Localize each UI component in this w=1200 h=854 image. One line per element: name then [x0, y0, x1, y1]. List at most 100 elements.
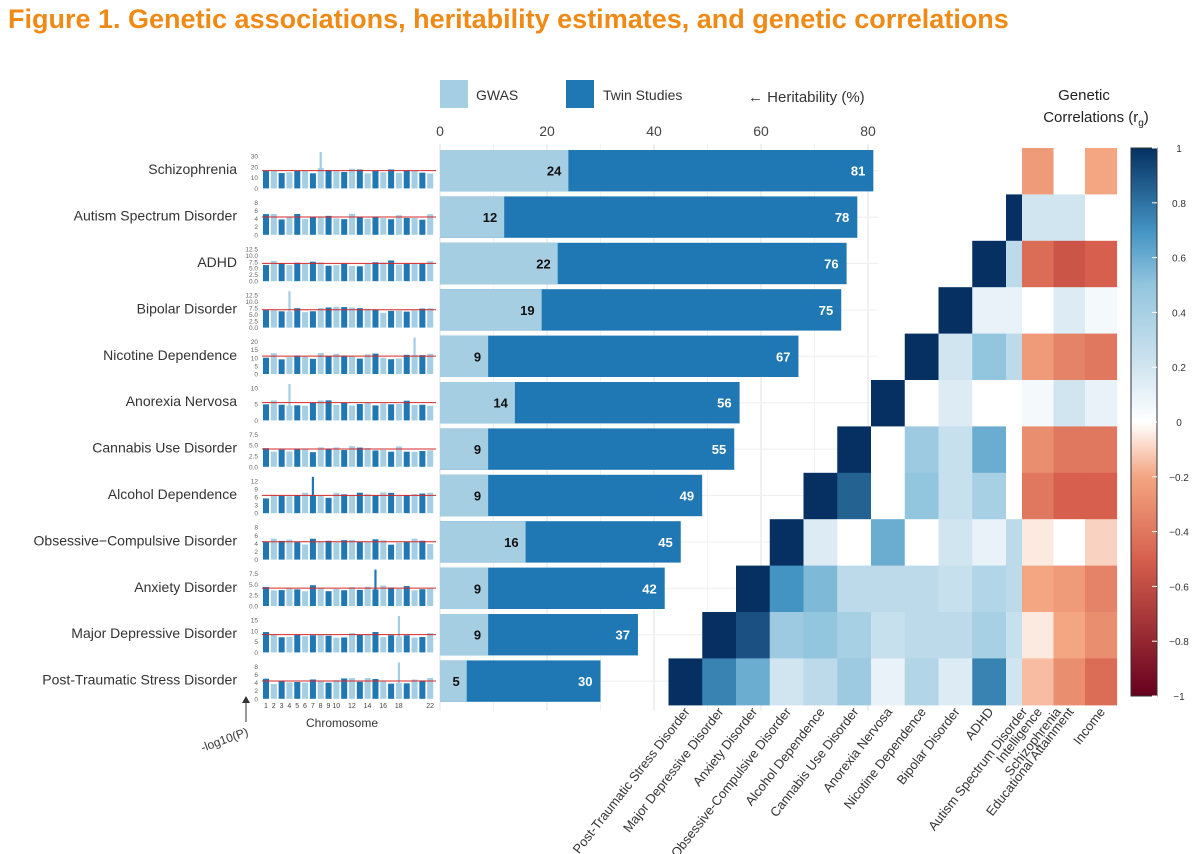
- heatmap-cell: [803, 472, 838, 520]
- manhattan-chromosome-block: [263, 265, 270, 282]
- trait-cell: [1085, 380, 1118, 427]
- manhattan-chromosome-block: [317, 262, 324, 282]
- manhattan-plots: 30201008642012.510.07.55.02.50.012.510.0…: [199, 152, 436, 755]
- manhattan-chromosome-block: [309, 261, 316, 282]
- row-label: Bipolar Disorder: [137, 300, 238, 316]
- manhattan-chromosome-block: [263, 404, 270, 421]
- bar-gwas: [440, 335, 489, 377]
- bar-label-gwas: 5: [453, 674, 460, 689]
- manhattan-chromosome-block: [380, 357, 387, 374]
- manhattan-y-tick: 5.0: [249, 266, 258, 273]
- manhattan-chromosome-block: [270, 684, 277, 699]
- manhattan-chromosome-block: [356, 358, 363, 374]
- bar-label-gwas: 22: [536, 257, 550, 272]
- manhattan-chromosome-block: [309, 679, 316, 699]
- manhattan-chromosome-block: [325, 540, 332, 560]
- manhattan-chromosome-block: [356, 681, 363, 699]
- chromosome-tick-label: 22: [426, 703, 434, 710]
- manhattan-chromosome-block: [278, 311, 285, 328]
- bar-label-twin: 81: [851, 164, 865, 179]
- manhattan-chromosome-block: [364, 308, 371, 328]
- manhattan-chromosome-block: [309, 635, 316, 653]
- manhattan-chromosome-block: [403, 541, 410, 560]
- row-label: Anxiety Disorder: [134, 579, 237, 595]
- heatmap-cell: [803, 519, 838, 567]
- manhattan-chromosome-block: [302, 312, 309, 328]
- chromosome-tick-label: 4: [287, 703, 291, 710]
- manhattan-chromosome-block: [333, 680, 340, 699]
- manhattan-y-tick: 10: [251, 386, 259, 393]
- manhattan-chromosome-block: [302, 591, 309, 606]
- manhattan-chromosome-block: [317, 541, 324, 560]
- manhattan-y-tick: 0.0: [249, 464, 258, 471]
- manhattan-chromosome-block: [403, 586, 410, 606]
- trait-cell: [1053, 658, 1086, 706]
- manhattan-chromosome-block: [419, 589, 426, 606]
- manhattan-chromosome-block: [270, 451, 277, 467]
- manhattan-chromosome-block: [380, 681, 387, 699]
- bar-label-twin: 76: [824, 257, 838, 272]
- bar-gwas: [440, 150, 569, 192]
- manhattan-chromosome-block: [395, 358, 402, 374]
- manhattan-chromosome-block: [388, 683, 395, 699]
- manhattan-y-tick: 6: [254, 495, 258, 502]
- manhattan-chromosome-block: [388, 310, 395, 328]
- colorbar-tick-label: 0.2: [1172, 363, 1186, 374]
- manhattan-chromosome-block: [263, 214, 270, 235]
- heatmap-cell: [972, 519, 1007, 567]
- manhattan-chromosome-block: [356, 169, 363, 189]
- manhattan-chromosome-block: [341, 590, 348, 606]
- manhattan-chromosome-block: [372, 353, 379, 374]
- colorbar-tick-label: 0.8: [1172, 199, 1186, 210]
- manhattan-y-tick: 2.5: [249, 272, 258, 279]
- up-arrow-head-icon: [242, 696, 250, 703]
- heatmap-cell: [972, 240, 1007, 288]
- manhattan-chromosome-block: [364, 354, 371, 374]
- heatmap-cell: [972, 472, 1007, 520]
- manhattan-y-tick: 6: [254, 208, 258, 215]
- manhattan-chromosome-block: [317, 353, 324, 374]
- manhattan-chromosome-block: [286, 357, 293, 374]
- bar-gwas: [440, 242, 558, 285]
- bar-label-gwas: 19: [520, 303, 534, 318]
- manhattan-chromosome-block: [270, 538, 277, 560]
- heatmap-cell: [769, 565, 805, 613]
- heatmap-cell: [904, 565, 940, 613]
- manhattan-chromosome-block: [395, 495, 402, 514]
- bar-label-gwas: 9: [474, 442, 481, 457]
- manhattan-y-tick: 2.5: [249, 319, 258, 326]
- legend-label-twin: Twin Studies: [603, 87, 682, 103]
- manhattan-chromosome-block: [286, 172, 293, 189]
- heatmap-column-label: ADHD: [962, 705, 997, 743]
- manhattan-chromosome-block: [309, 585, 316, 606]
- manhattan-chromosome-block: [294, 542, 301, 560]
- manhattan-chromosome-block: [302, 356, 309, 374]
- manhattan-chromosome-block: [364, 263, 371, 282]
- chromosome-tick-label: 18: [395, 703, 403, 710]
- heatmap-cell: [871, 380, 906, 427]
- manhattan-chromosome-block: [333, 306, 340, 328]
- manhattan-chromosome-block: [333, 171, 340, 189]
- manhattan-chromosome-block: [263, 310, 270, 328]
- manhattan-chromosome-block: [380, 403, 387, 421]
- heatmap-cell: [938, 612, 973, 659]
- manhattan-y-tick: 10.0: [245, 299, 258, 306]
- manhattan-chromosome-block: [356, 266, 363, 282]
- manhattan-chromosome-block: [270, 310, 277, 328]
- manhattan-chromosome-block: [364, 448, 371, 467]
- chromosome-tick-label: 10: [332, 703, 340, 710]
- heatmap-cell: [837, 612, 872, 659]
- manhattan-y-tick: 0: [254, 186, 258, 193]
- trait-cell: [1085, 565, 1118, 613]
- manhattan-y-tick: 5: [254, 639, 258, 646]
- bar-label-twin: 67: [776, 349, 790, 364]
- trait-cell: [1085, 194, 1118, 242]
- manhattan-chromosome-block: [278, 359, 285, 374]
- manhattan-chromosome-block: [325, 635, 332, 653]
- row-label: Anorexia Nervosa: [126, 393, 237, 409]
- manhattan-chromosome-block: [411, 310, 418, 328]
- heatmap-cell: [904, 472, 940, 520]
- manhattan-chromosome-block: [372, 405, 379, 421]
- manhattan-chromosome-block: [317, 447, 324, 467]
